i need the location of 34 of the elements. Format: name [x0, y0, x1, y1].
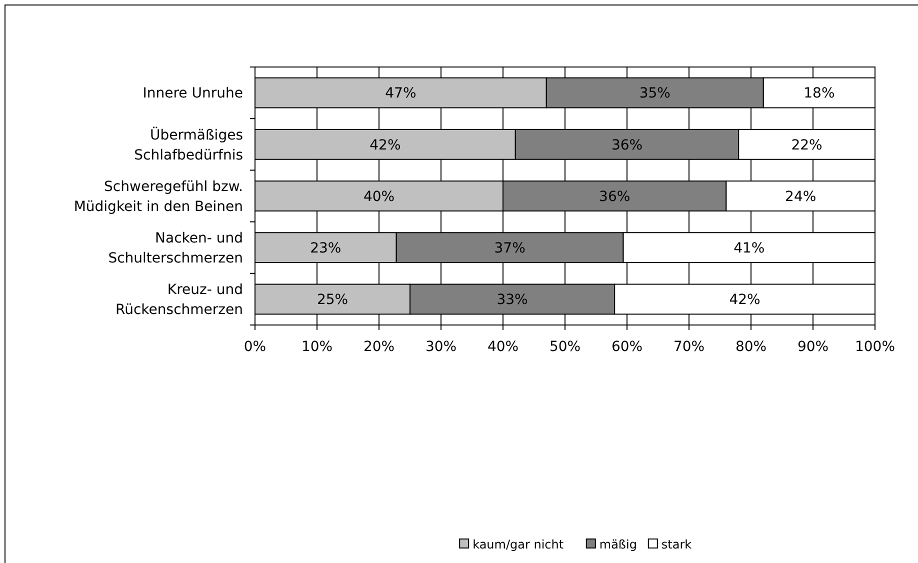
data-label: 42% [370, 137, 401, 154]
data-label: 22% [791, 137, 822, 154]
x-tick-label: 50% [549, 339, 581, 355]
data-label: 36% [611, 137, 643, 154]
data-label: 35% [639, 86, 670, 102]
x-tick-label: 40% [487, 339, 519, 355]
y-tick-label: Nacken- und Schulterschmerzen [108, 230, 243, 266]
x-tick-label: 100% [854, 339, 896, 355]
data-label: 47% [385, 86, 416, 102]
data-label: 36% [599, 188, 630, 205]
x-tick-label: 30% [425, 339, 457, 355]
x-tick-label: 20% [363, 339, 395, 355]
x-tick-label: 0% [244, 339, 266, 355]
legend-label: stark [661, 538, 692, 552]
data-label: 37% [494, 240, 526, 256]
y-tick-label: Schweregefühl bzw. Müdigkeit in den Beinen [74, 178, 243, 215]
data-label: 18% [804, 86, 835, 102]
y-tick-label: Innere Unruhe [142, 86, 243, 102]
x-tick-label: 10% [301, 339, 333, 355]
x-tick-label: 70% [673, 339, 705, 355]
legend-label: kaum/gar nicht [472, 538, 564, 552]
data-label: 33% [496, 292, 528, 308]
legend-label: mäßig [599, 538, 637, 552]
x-tick-label: 60% [611, 339, 643, 355]
y-tick-label: Kreuz- und Rückenschmerzen [116, 282, 243, 318]
data-label: 40% [363, 188, 395, 205]
data-label: 25% [316, 292, 348, 308]
data-label: 23% [310, 240, 342, 256]
y-tick-label: Übermäßiges Schlafbedürfnis [134, 126, 243, 164]
x-tick-label: 80% [735, 339, 767, 355]
data-label: 41% [734, 240, 765, 256]
data-label: 24% [785, 188, 816, 205]
data-label: 42% [729, 292, 760, 308]
x-tick-label: 90% [797, 339, 829, 355]
